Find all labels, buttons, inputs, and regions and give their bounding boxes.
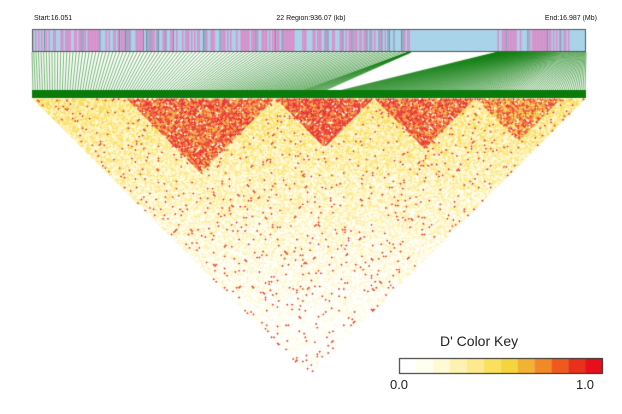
color-key-min-label: 0.0	[389, 377, 409, 392]
region-end-label: End:16.987 (Mb)	[544, 15, 597, 22]
region-size-label: 22 Region:936.07 (kb)	[276, 15, 346, 22]
color-key-max-label: 1.0	[575, 377, 595, 392]
region-start-label: Start:16.051	[34, 15, 73, 22]
color-key-title: D' Color Key	[440, 333, 519, 349]
